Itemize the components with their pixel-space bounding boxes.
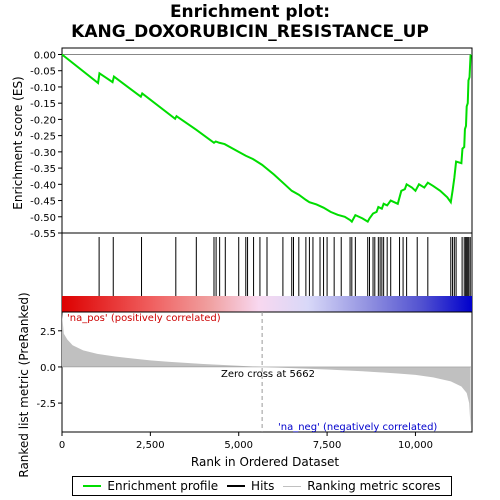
legend-item-ranking: Ranking metric scores xyxy=(283,479,441,493)
x-axis-label: Rank in Ordered Dataset xyxy=(191,455,339,469)
ranking-frame xyxy=(61,311,473,433)
chart-title-line1: Enrichment plot: xyxy=(169,2,331,22)
x-tick-label: 7,500 xyxy=(313,440,342,451)
es-y-tick-label: 0.00 xyxy=(34,50,56,61)
ranking-y-tick-label: 0.0 xyxy=(40,363,56,374)
es-y-tick-label: -0.15 xyxy=(30,99,56,110)
x-tick-label: 2,500 xyxy=(136,440,165,451)
es-y-tick-label: -0.20 xyxy=(30,115,56,126)
ranking-y-tick-label: 2.5 xyxy=(40,327,56,338)
legend-swatch-gray xyxy=(283,485,302,487)
chart-title-line2: KANG_DOXORUBICIN_RESISTANCE_UP xyxy=(71,22,429,42)
legend-label-ranking: Ranking metric scores xyxy=(307,479,441,493)
x-axis: 0 2,500 5,000 7,500 10,000 xyxy=(59,432,433,451)
legend-label-hits: Hits xyxy=(251,479,275,493)
es-y-tick-label: -0.25 xyxy=(30,132,56,143)
rank-color-bar xyxy=(62,296,472,312)
enrichment-panel: 0.00 -0.05 -0.10 -0.15 -0.20 -0.25 -0.30 -0.35 -… xyxy=(30,47,473,240)
es-y-tick-label: -0.35 xyxy=(30,164,56,175)
hits-panel xyxy=(61,232,473,313)
ranking-y-tick-label: -2.5 xyxy=(36,399,56,410)
zero-cross-label: Zero cross at 5662 xyxy=(221,369,315,380)
chart-title: Enrichment plot: KANG_DOXORUBICIN_RESIST… xyxy=(0,2,500,42)
legend-item-hits: Hits xyxy=(227,479,274,493)
es-y-tick-label: -0.45 xyxy=(30,197,56,208)
ranking-axis-label: Ranked list metric (PreRanked) xyxy=(17,292,31,477)
es-y-tick-label: -0.55 xyxy=(30,229,56,240)
x-tick-label: 5,000 xyxy=(224,440,253,451)
ranking-metric-area xyxy=(62,313,471,428)
es-y-tick-label: -0.10 xyxy=(30,83,56,94)
es-axis-label: Enrichment score (ES) xyxy=(11,76,25,209)
legend: Enrichment profile Hits Ranking metric s… xyxy=(72,476,452,496)
es-y-tick-label: -0.50 xyxy=(30,213,56,224)
legend-swatch-green xyxy=(83,485,102,487)
es-y-tick-label: -0.05 xyxy=(30,67,56,78)
es-y-tick-label: -0.40 xyxy=(30,180,56,191)
pos-correlated-label: 'na_pos' (positively correlated) xyxy=(67,313,221,324)
legend-swatch-black xyxy=(227,485,246,487)
es-y-tick-label: -0.30 xyxy=(30,148,56,159)
legend-label-enrichment: Enrichment profile xyxy=(107,479,219,493)
x-tick-label: 10,000 xyxy=(398,440,433,451)
ranking-panel: 2.5 0.0 -2.5 xyxy=(36,311,473,433)
x-tick-label: 0 xyxy=(59,440,65,451)
es-frame xyxy=(61,47,473,234)
neg-correlated-label: 'na_neg' (negatively correlated) xyxy=(278,422,437,433)
legend-item-enrichment: Enrichment profile xyxy=(83,479,218,493)
enrichment-profile-line xyxy=(61,53,472,224)
